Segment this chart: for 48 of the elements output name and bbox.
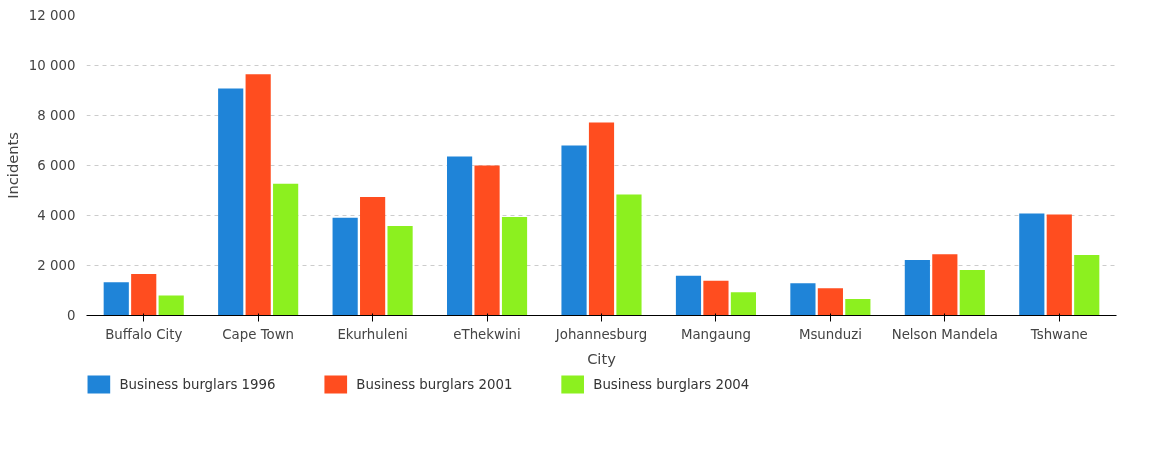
bar xyxy=(904,260,930,316)
x-tick-label: Msunduzi xyxy=(798,326,862,342)
bar xyxy=(245,74,271,316)
bar xyxy=(360,197,386,316)
y-tick-label: 4 000 xyxy=(37,208,76,223)
bar xyxy=(387,226,413,316)
bar xyxy=(932,254,958,316)
bar xyxy=(158,295,184,316)
y-tick-label: 10 000 xyxy=(28,58,76,73)
bar xyxy=(474,165,500,316)
x-tick-label: Buffalo City xyxy=(105,326,183,342)
bar xyxy=(1074,255,1100,316)
bar xyxy=(447,156,473,316)
y-tick-label: 2 000 xyxy=(37,258,76,273)
x-tick-label: Tshwane xyxy=(1029,326,1088,342)
y-tick-label: 8 000 xyxy=(37,108,76,123)
legend-label: Business burglars 1996 xyxy=(119,377,276,392)
bar xyxy=(273,183,299,316)
bar xyxy=(1046,214,1072,316)
x-tick-label: Nelson Mandela xyxy=(891,326,998,342)
x-axis-title: City xyxy=(587,349,617,367)
bar xyxy=(1019,213,1045,316)
bar xyxy=(703,280,729,316)
y-axis-title: Incidents xyxy=(3,132,21,199)
y-tick-label: 6 000 xyxy=(37,158,76,173)
bar xyxy=(131,274,157,316)
bar xyxy=(561,145,587,316)
bar xyxy=(588,122,615,316)
bar xyxy=(332,217,358,316)
bar xyxy=(616,194,642,316)
bar xyxy=(790,283,816,316)
legend-label: Business burglars 2004 xyxy=(593,377,750,392)
x-tick-label: Cape Town xyxy=(222,326,295,342)
y-tick-label: 12 000 xyxy=(28,8,76,23)
bar xyxy=(817,288,843,316)
x-tick-label: eThekwini xyxy=(453,326,521,342)
legend-label: Business burglars 2001 xyxy=(356,377,513,392)
x-tick-label: Ekurhuleni xyxy=(337,326,408,342)
x-tick-label: Johannesburg xyxy=(554,326,648,342)
x-tick-label: Mangaung xyxy=(680,326,752,342)
bar xyxy=(845,299,871,316)
bar xyxy=(103,282,129,316)
bar xyxy=(501,217,528,316)
y-tick-label: 0 xyxy=(67,308,76,323)
bar xyxy=(675,275,702,316)
bar xyxy=(218,88,244,316)
bar xyxy=(730,292,756,316)
bar xyxy=(959,270,985,316)
